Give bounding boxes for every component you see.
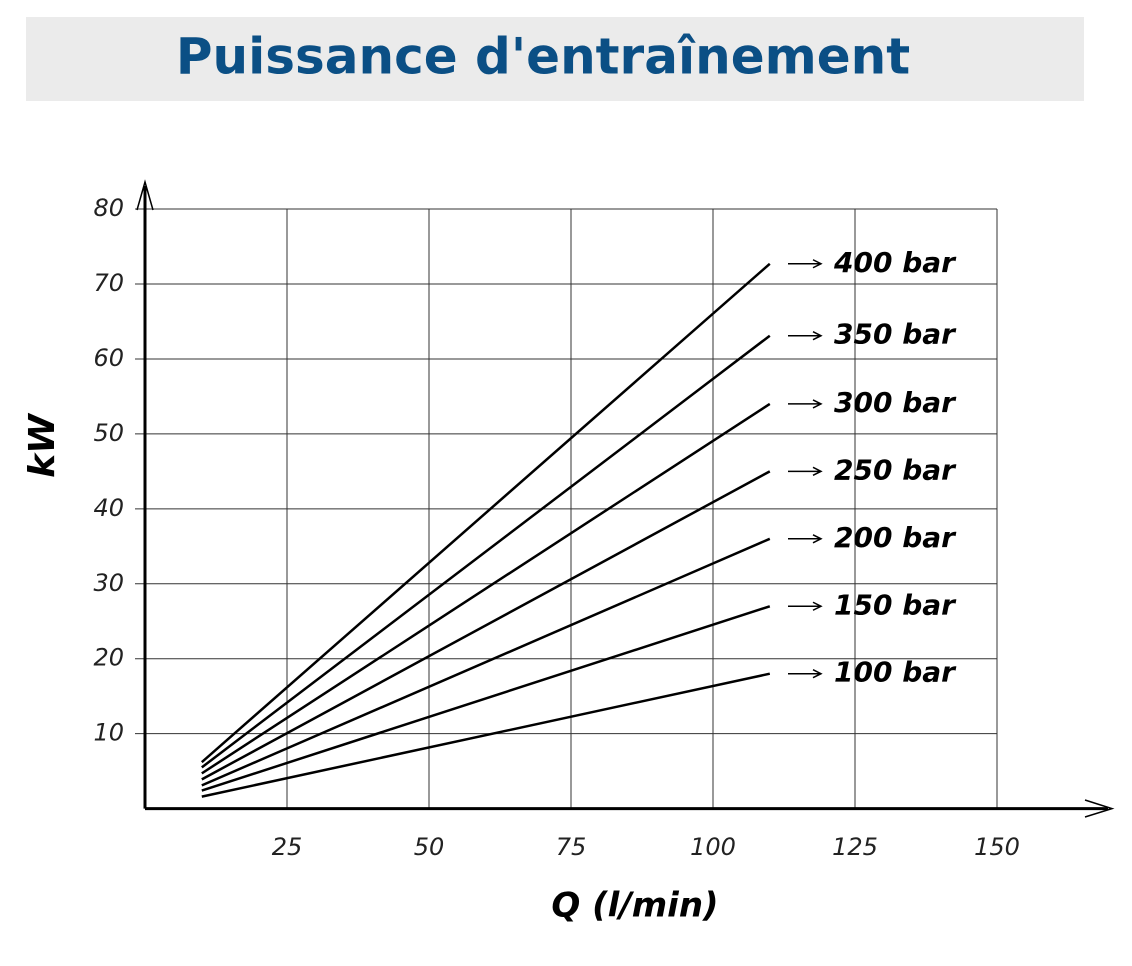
plot: 25 50 75 100 125 150 10 20 30 40 50 60 70 80 400 bar 35… [93,179,1115,861]
series-label: 400 bar [833,246,957,279]
y-tick-label: 80 [93,194,124,222]
label-arrow [788,601,823,611]
y-axis-arrow [136,179,154,211]
label-arrow [788,466,823,477]
y-tick-label: 10 [93,719,124,747]
y-tick-label: 20 [93,644,124,672]
y-axis-label: kW [22,412,63,478]
x-tick-label: 150 [974,833,1020,861]
series-line [201,470,771,781]
series-label: 100 bar [834,656,957,689]
series-label: 300 bar [834,386,957,419]
x-tick-label: 50 [414,833,445,861]
series-line [200,262,771,764]
y-tick-label: 50 [93,419,124,447]
y-tick-label: 70 [93,269,124,297]
x-tick-label: 25 [272,833,303,861]
x-tick-label: 100 [690,833,736,861]
y-tick-label: 40 [93,494,124,522]
series-label: 200 bar [834,521,957,554]
y-tick-label: 60 [93,344,124,372]
label-arrow [788,331,823,341]
label-arrow [788,399,823,409]
series-label: 150 bar [834,588,957,621]
series-line [201,334,771,769]
x-tick-label: 75 [556,833,587,861]
x-axis-arrow [1084,799,1115,818]
series-label: 250 bar [834,453,957,486]
series-line [201,402,771,775]
x-axis-label: Q (l/min) [551,886,718,926]
label-arrow [788,259,823,269]
label-arrow [788,534,823,544]
title-band [26,17,1084,101]
series-line [201,672,771,798]
label-arrow [788,669,823,679]
chart-title: Puissance d'entraînement [176,28,910,86]
series-line [201,537,771,787]
series-line [201,605,771,792]
y-tick-label: 30 [93,569,124,597]
series-label: 350 bar [834,318,957,351]
x-tick-label: 125 [832,833,878,861]
